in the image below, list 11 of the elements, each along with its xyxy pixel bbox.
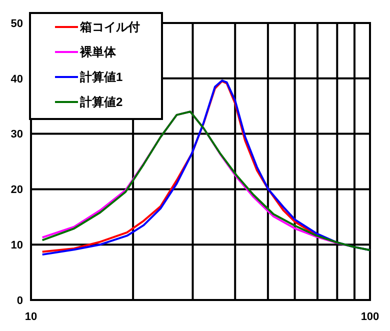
y-tick-label: 40	[10, 73, 23, 86]
y-tick-label: 30	[10, 128, 23, 141]
y-tick-label: 20	[10, 184, 23, 196]
y-tick-label: 50	[10, 18, 23, 30]
y-tick-label: 10	[10, 239, 23, 252]
legend-label: 箱コイル付	[79, 20, 140, 34]
legend-label: 計算値1	[79, 70, 123, 84]
legend-label: 裸単体	[79, 45, 117, 60]
x-tick-label: 100	[360, 311, 380, 323]
y-tick-label: 0	[16, 294, 23, 307]
legend-label: 計算値2	[79, 95, 123, 110]
